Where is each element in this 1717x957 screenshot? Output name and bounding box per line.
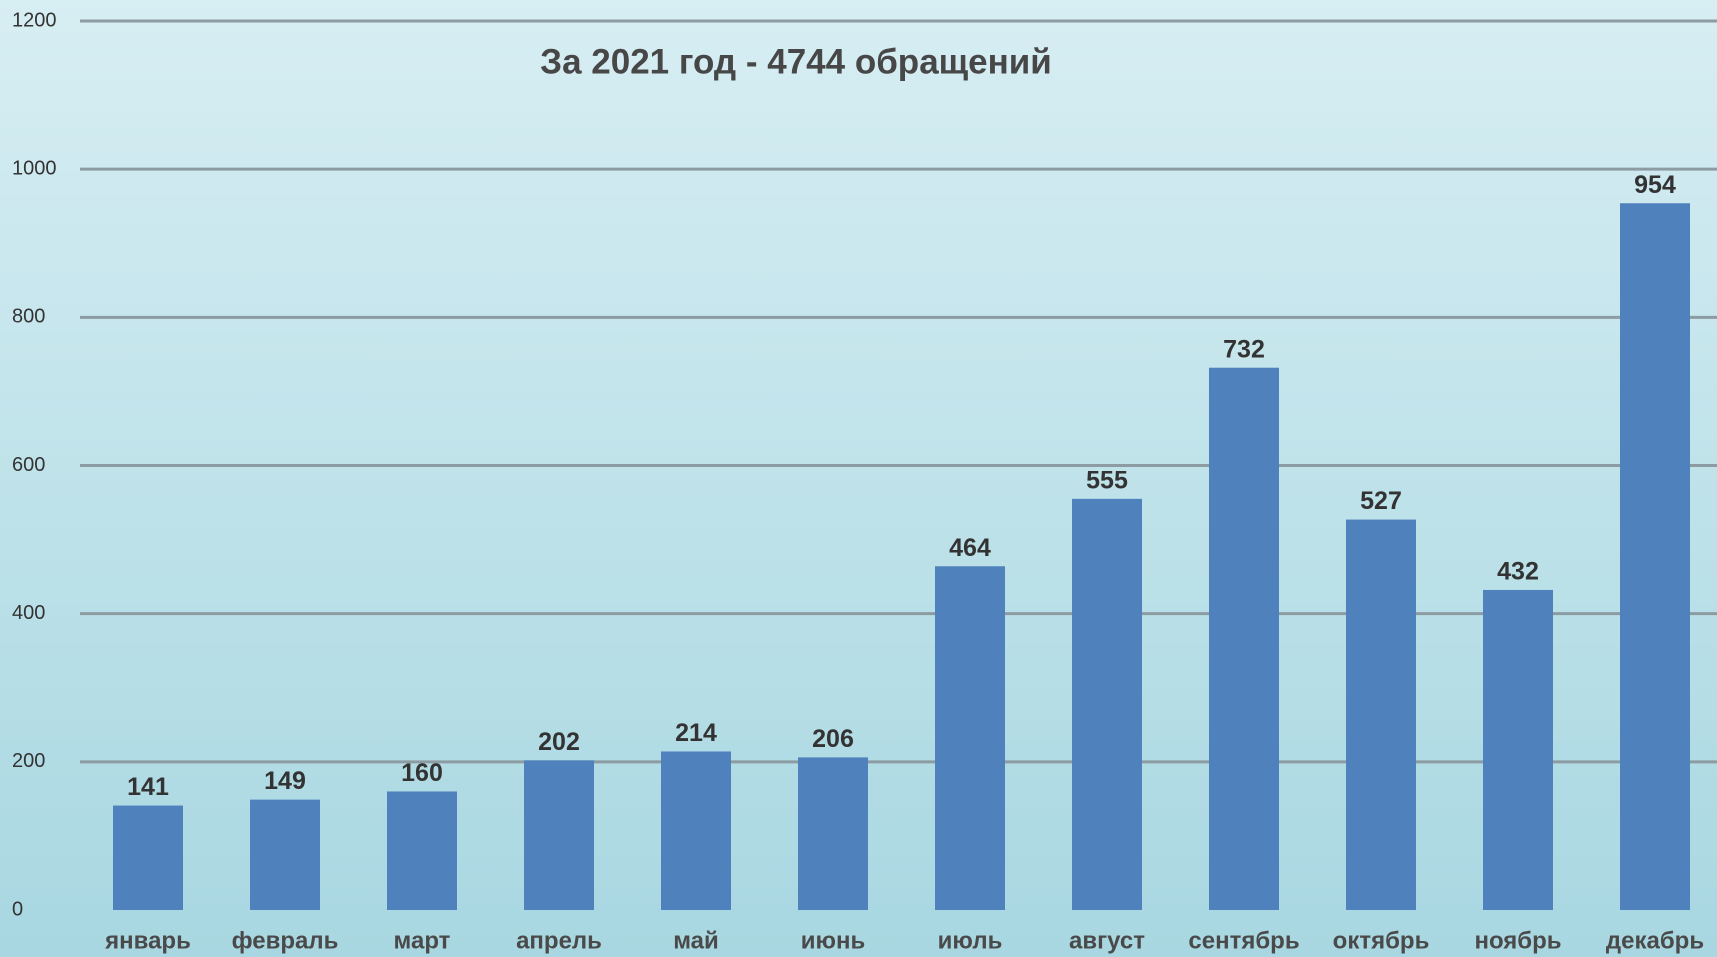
y-tick-label: 400: [12, 602, 45, 624]
value-label: 202: [538, 728, 580, 756]
value-label: 149: [264, 767, 306, 795]
bar: [1483, 589, 1553, 910]
bar: [524, 760, 594, 910]
x-tick-label: март: [394, 927, 451, 954]
x-tick-label: июнь: [801, 927, 866, 954]
bar: [798, 757, 868, 910]
chart-title: За 2021 год - 4744 обращений: [540, 42, 1052, 81]
x-tick-label: июль: [938, 927, 1003, 954]
x-tick-label: февраль: [232, 927, 339, 954]
bar: [113, 805, 183, 910]
value-label: 527: [1360, 487, 1402, 515]
value-label: 954: [1634, 171, 1676, 199]
value-label: 432: [1497, 558, 1539, 586]
y-tick-label: 800: [12, 306, 45, 328]
value-label: 160: [401, 759, 443, 787]
y-tick-label: 1000: [12, 157, 57, 179]
bar: [1346, 519, 1416, 910]
x-tick-label: октябрь: [1333, 927, 1430, 954]
x-tick-label: январь: [104, 927, 191, 954]
bar: [1620, 203, 1690, 910]
value-label: 555: [1086, 466, 1128, 494]
bar: [387, 791, 457, 910]
x-tick-label: ноябрь: [1474, 927, 1561, 954]
bar: [1209, 367, 1279, 911]
value-label: 206: [812, 725, 854, 753]
value-label: 732: [1223, 335, 1265, 363]
x-tick-label: май: [673, 927, 719, 954]
value-label: 141: [127, 773, 169, 801]
bar: [935, 566, 1005, 910]
bar: [661, 751, 731, 910]
y-tick-label: 600: [12, 454, 45, 476]
bar: [1072, 498, 1142, 910]
y-tick-label: 0: [12, 898, 23, 920]
y-tick-label: 200: [12, 750, 45, 772]
x-tick-label: сентябрь: [1188, 927, 1299, 954]
y-tick-label: 1200: [12, 9, 57, 31]
bar: [250, 799, 320, 910]
x-tick-label: апрель: [516, 927, 602, 954]
value-label: 214: [675, 719, 717, 747]
x-tick-label: декабрь: [1606, 927, 1704, 954]
value-label: 464: [949, 534, 991, 562]
x-tick-label: август: [1069, 927, 1145, 954]
